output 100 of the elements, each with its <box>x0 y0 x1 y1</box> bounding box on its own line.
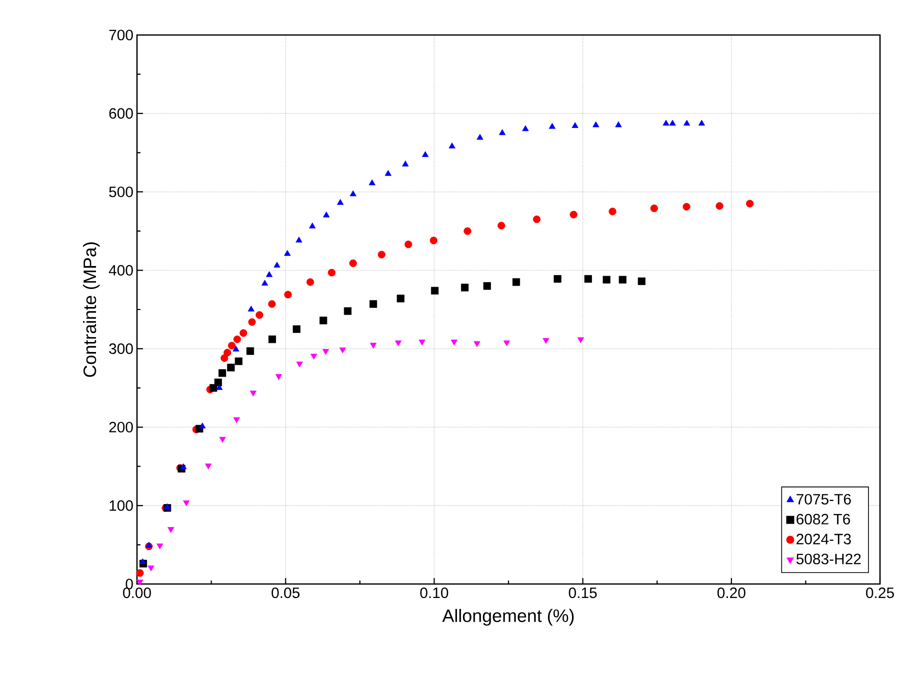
point <box>275 374 282 380</box>
point <box>296 362 303 368</box>
point <box>146 542 152 548</box>
point <box>592 121 600 128</box>
y-tick-label: 300 <box>109 343 133 354</box>
point <box>164 503 171 510</box>
point <box>746 200 754 208</box>
point <box>378 250 386 258</box>
point <box>369 300 378 308</box>
point <box>396 294 404 302</box>
x-tick-label: 0.10 <box>420 588 448 598</box>
legend-label: 6082 T6 <box>796 514 850 524</box>
x-tick-label: 0.15 <box>568 588 597 598</box>
point <box>474 341 480 348</box>
point <box>310 354 318 360</box>
point <box>268 336 276 344</box>
point <box>218 369 226 377</box>
point <box>554 275 562 283</box>
point <box>306 278 314 286</box>
y-axis-title: Contrainte (MPa) <box>82 242 100 377</box>
point <box>261 280 268 286</box>
point <box>548 122 556 129</box>
point <box>328 268 336 276</box>
point <box>572 122 578 128</box>
legend-label: 2024-T3 <box>796 534 851 544</box>
point <box>274 262 280 268</box>
point <box>542 338 550 344</box>
point <box>512 278 520 286</box>
point <box>584 275 592 283</box>
point <box>522 125 529 132</box>
point <box>450 340 458 346</box>
point <box>323 212 330 218</box>
point <box>503 340 510 346</box>
x-tick-label: 0.25 <box>866 588 894 598</box>
point <box>448 142 456 148</box>
point <box>336 199 344 205</box>
point <box>368 179 376 186</box>
point <box>618 276 626 284</box>
point <box>344 307 352 315</box>
point <box>205 464 212 470</box>
legend-label: 5083-H22 <box>796 554 861 564</box>
point <box>698 120 706 126</box>
point <box>148 566 154 572</box>
point <box>498 222 506 230</box>
point <box>139 558 146 564</box>
point <box>402 160 409 166</box>
point <box>684 120 690 126</box>
point <box>430 236 438 244</box>
point <box>476 134 484 140</box>
point <box>227 364 235 372</box>
point <box>220 354 228 362</box>
point <box>662 120 670 126</box>
point <box>461 284 469 292</box>
point <box>233 336 241 344</box>
point <box>431 286 439 294</box>
point <box>638 277 646 286</box>
point <box>349 259 357 268</box>
point <box>284 250 291 256</box>
point <box>394 340 402 346</box>
point <box>248 318 256 326</box>
point <box>570 210 578 218</box>
point <box>650 204 658 212</box>
point <box>608 208 616 216</box>
point <box>284 290 292 298</box>
x-tick-label: 0.20 <box>717 588 746 598</box>
point <box>370 342 377 349</box>
point <box>224 348 232 356</box>
point <box>250 390 257 396</box>
point <box>268 300 276 308</box>
point <box>292 325 300 333</box>
point <box>464 227 472 235</box>
point <box>266 271 273 277</box>
point <box>248 306 254 312</box>
point <box>615 121 622 128</box>
point <box>180 463 187 470</box>
point <box>577 337 584 344</box>
point <box>246 347 254 355</box>
point <box>422 151 429 157</box>
x-tick-label: 0.00 <box>123 588 151 598</box>
y-tick-label: 200 <box>109 422 133 432</box>
point <box>183 500 190 506</box>
point <box>498 129 506 136</box>
point <box>219 436 226 443</box>
point <box>418 340 426 346</box>
point <box>228 342 236 350</box>
point <box>296 236 302 242</box>
point <box>322 349 330 355</box>
point <box>240 329 248 337</box>
point <box>384 170 392 176</box>
point <box>532 216 541 224</box>
x-tick-label: 0.05 <box>272 588 300 598</box>
point <box>232 346 240 352</box>
point <box>233 417 240 424</box>
point <box>156 544 164 550</box>
y-tick-label: 400 <box>108 264 133 276</box>
point <box>716 202 724 210</box>
point <box>669 120 676 126</box>
point <box>136 569 144 577</box>
y-tick-label: 600 <box>109 108 133 119</box>
x-axis-title: Allongement (%) <box>442 608 574 626</box>
